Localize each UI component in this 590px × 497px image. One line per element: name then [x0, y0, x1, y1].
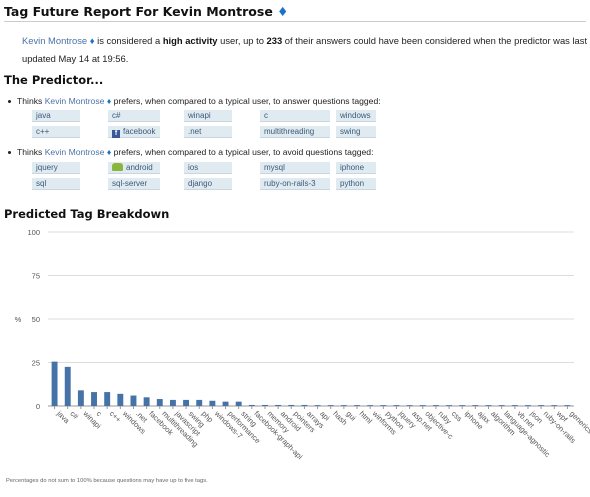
bar-gui: [340, 405, 347, 406]
avoids-bullet: Thinks Kevin Montrose ♦ prefers, when co…: [8, 147, 373, 157]
bar-pointers: [288, 404, 295, 406]
bar-hash: [327, 405, 334, 406]
bar-windows: [117, 393, 124, 406]
tag-iphone[interactable]: iphone: [336, 162, 376, 174]
moderator-diamond-icon: ♦: [277, 4, 289, 19]
bar-asp-net: [406, 405, 413, 406]
bar-performance: [222, 401, 229, 406]
y-axis-label: %: [15, 315, 22, 324]
title-divider: [4, 21, 586, 22]
prefers-bullet: Thinks Kevin Montrose ♦ prefers, when co…: [8, 96, 381, 106]
bar-language-agnostic: [498, 405, 505, 406]
tag--net[interactable]: .net: [184, 126, 232, 138]
tag-c[interactable]: c: [260, 110, 330, 122]
bar-windows-7: [209, 400, 216, 406]
bar-multithreading: [156, 399, 163, 406]
tag-sql-server[interactable]: sql-server: [108, 178, 160, 190]
moderator-diamond-icon: ♦: [89, 35, 95, 46]
bullet-dot: [8, 100, 11, 104]
tag-jquery[interactable]: jquery: [32, 162, 80, 174]
bar-facebook: [143, 397, 150, 406]
y-tick-label: 0: [36, 402, 40, 411]
tag-sql[interactable]: sql: [32, 178, 80, 190]
bar-java: [51, 361, 58, 406]
bullet-dot: [8, 151, 11, 155]
bar-swing: [183, 399, 190, 406]
bar-api: [314, 405, 321, 406]
page-title: Tag Future Report For Kevin Montrose ♦: [4, 4, 289, 19]
bar-json: [525, 405, 531, 406]
bar-winforms: [367, 405, 374, 406]
bar-string: [235, 401, 242, 406]
breakdown-heading: Predicted Tag Breakdown: [4, 207, 170, 221]
moderator-diamond-icon: ♦: [106, 96, 112, 106]
tag-c-[interactable]: c++: [32, 126, 80, 138]
user-link[interactable]: Kevin Montrose: [44, 96, 105, 106]
x-tick-label: c++: [108, 409, 124, 425]
bar-objective-c: [419, 405, 426, 406]
bar-html: [354, 405, 360, 406]
bar-wpf: [551, 405, 558, 406]
tag-winapi[interactable]: winapi: [184, 110, 232, 122]
bar-ruby-on-rails: [538, 405, 545, 406]
x-tick-label: c: [95, 409, 104, 418]
bar-algorithm: [485, 405, 492, 406]
bar-iphone: [459, 405, 466, 406]
bar-vb-net: [511, 405, 518, 406]
bar--net: [130, 395, 137, 406]
tag-java[interactable]: java: [32, 110, 80, 122]
bar-memory: [262, 404, 268, 406]
y-tick-label: 75: [32, 272, 40, 281]
user-link[interactable]: Kevin Montrose: [44, 147, 105, 157]
y-tick-label: 50: [32, 315, 40, 324]
bar-ruby: [432, 405, 439, 406]
tag-android[interactable]: android: [108, 162, 160, 174]
bar-winapi: [77, 390, 84, 406]
bar-jquery: [393, 405, 400, 406]
tag-django[interactable]: django: [184, 178, 232, 190]
bar-c-: [104, 392, 111, 406]
tag-swing[interactable]: swing: [336, 126, 376, 138]
intro-paragraph: Kevin Montrose ♦ is considered a high ac…: [22, 35, 588, 64]
y-tick-label: 25: [32, 359, 40, 368]
bar-ajax: [472, 405, 479, 406]
tag-ios[interactable]: ios: [184, 162, 232, 174]
bar-arrays: [301, 404, 308, 406]
x-tick-label: hash: [331, 409, 349, 427]
y-tick-label: 100: [27, 228, 40, 237]
activity-level: high activity: [162, 35, 218, 46]
chart-footnote: Percentages do not sum to 100% because q…: [6, 478, 208, 484]
user-link[interactable]: Kevin Montrose: [22, 35, 88, 46]
facebook-icon: f: [112, 130, 120, 138]
moderator-diamond-icon: ♦: [106, 147, 112, 157]
bar-android: [275, 404, 282, 406]
bar-facebook-graph-api: [248, 404, 255, 406]
tag-c-[interactable]: c#: [108, 110, 160, 122]
tag-facebook[interactable]: f facebook: [108, 126, 160, 138]
bar-javascript: [169, 399, 176, 406]
android-icon: [112, 163, 123, 171]
tag-ruby-on-rails-3[interactable]: ruby-on-rails-3: [260, 178, 330, 190]
answer-count: 233: [266, 35, 283, 46]
bar-php: [196, 399, 203, 406]
bar-c: [91, 392, 97, 406]
x-tick-label: java: [54, 408, 71, 425]
x-tick-label: css: [450, 409, 464, 423]
predictor-heading: The Predictor...: [4, 73, 104, 87]
bar-python: [380, 405, 387, 406]
tag-multithreading[interactable]: multithreading: [260, 126, 330, 138]
bar-c-: [64, 366, 71, 406]
tag-python[interactable]: python: [336, 178, 376, 190]
x-tick-label: html: [358, 409, 375, 426]
tag-mysql[interactable]: mysql: [260, 162, 330, 174]
bar-css: [446, 405, 453, 406]
bar-generics: [564, 405, 571, 406]
tag-windows[interactable]: windows: [336, 110, 376, 122]
